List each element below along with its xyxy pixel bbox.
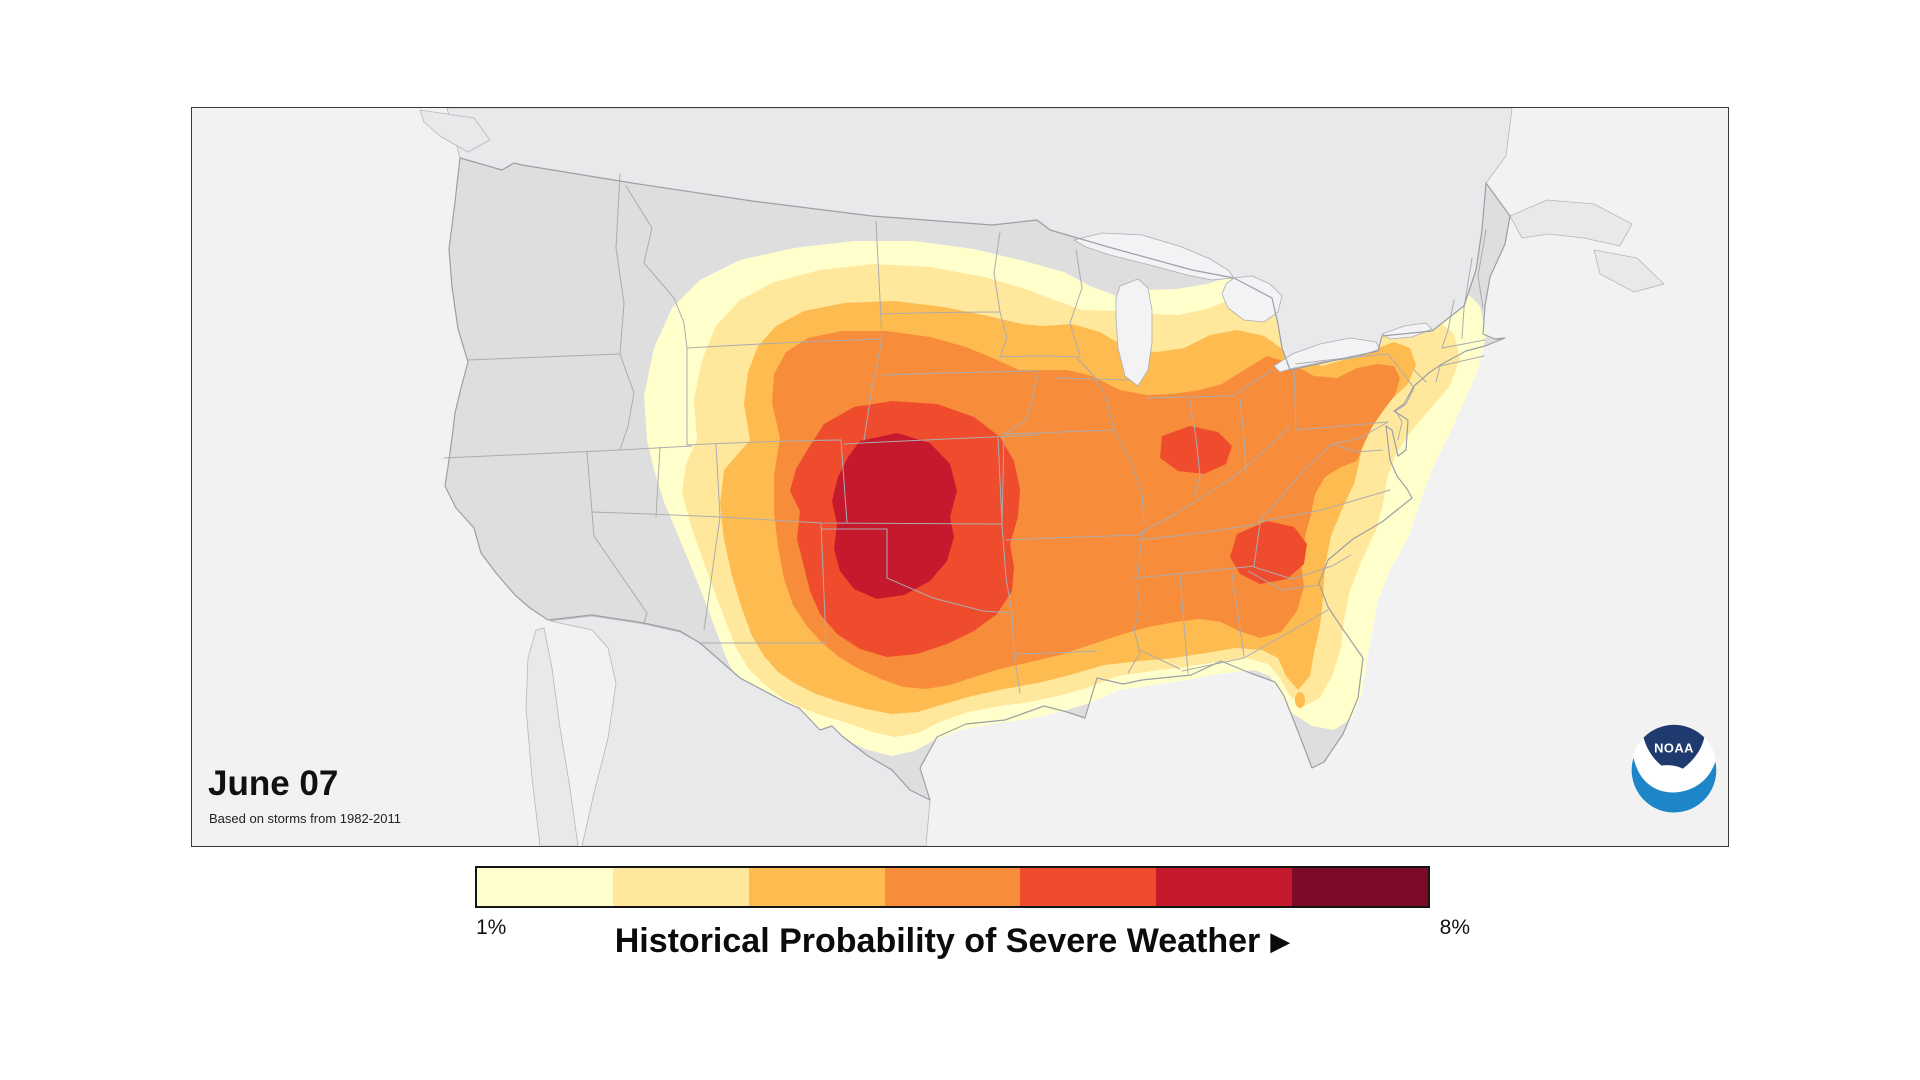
contour-spot-florida — [1295, 692, 1305, 708]
colorbar-min-label: 1% — [476, 916, 507, 939]
noaa-logo-wave — [1631, 757, 1717, 813]
noaa-logo-gull-icon — [1642, 761, 1711, 784]
legend-title: Historical Probability of Severe Weather… — [475, 922, 1430, 961]
colorbar-cell-7 — [1292, 868, 1429, 906]
source-note: Based on storms from 1982-2011 — [209, 811, 401, 826]
noaa-logo-text: NOAA — [1654, 740, 1694, 755]
legend-title-text: Historical Probability of Severe Weather — [614, 922, 1261, 960]
noaa-logo: NOAA — [1631, 724, 1717, 813]
noaa-logo-shell — [1643, 724, 1705, 775]
colorbar-cell-6 — [1156, 868, 1293, 906]
right-arrow-icon: ▶ — [1270, 926, 1291, 956]
date-label: June 07 — [208, 764, 339, 803]
us-coastline — [444, 157, 1511, 801]
vancouver-island — [419, 109, 491, 153]
nova-scotia — [1593, 249, 1665, 293]
lake-huron — [1221, 275, 1283, 323]
colorbar-cell-5 — [1020, 868, 1157, 906]
contour-band-5pct-indiana — [1160, 426, 1232, 474]
lake-michigan — [1115, 278, 1153, 387]
state-borders — [443, 173, 1487, 694]
contour-band-6pct-core — [832, 433, 957, 599]
us-probability-map — [192, 108, 1728, 846]
colorbar-max-label: 8% — [1439, 916, 1470, 939]
colorbar-cell-1 — [477, 868, 613, 906]
baja-california — [525, 627, 579, 846]
colorbar-cell-2 — [612, 868, 749, 906]
colorbar-cell-4 — [884, 868, 1021, 906]
colorbar-cell-3 — [748, 868, 885, 906]
severe-weather-map: June 07 Based on storms from 1982-2011 N… — [191, 107, 1729, 847]
new-brunswick — [1509, 199, 1633, 247]
probability-colorbar — [475, 866, 1430, 908]
contour-band-5pct-carolinas — [1230, 521, 1307, 584]
